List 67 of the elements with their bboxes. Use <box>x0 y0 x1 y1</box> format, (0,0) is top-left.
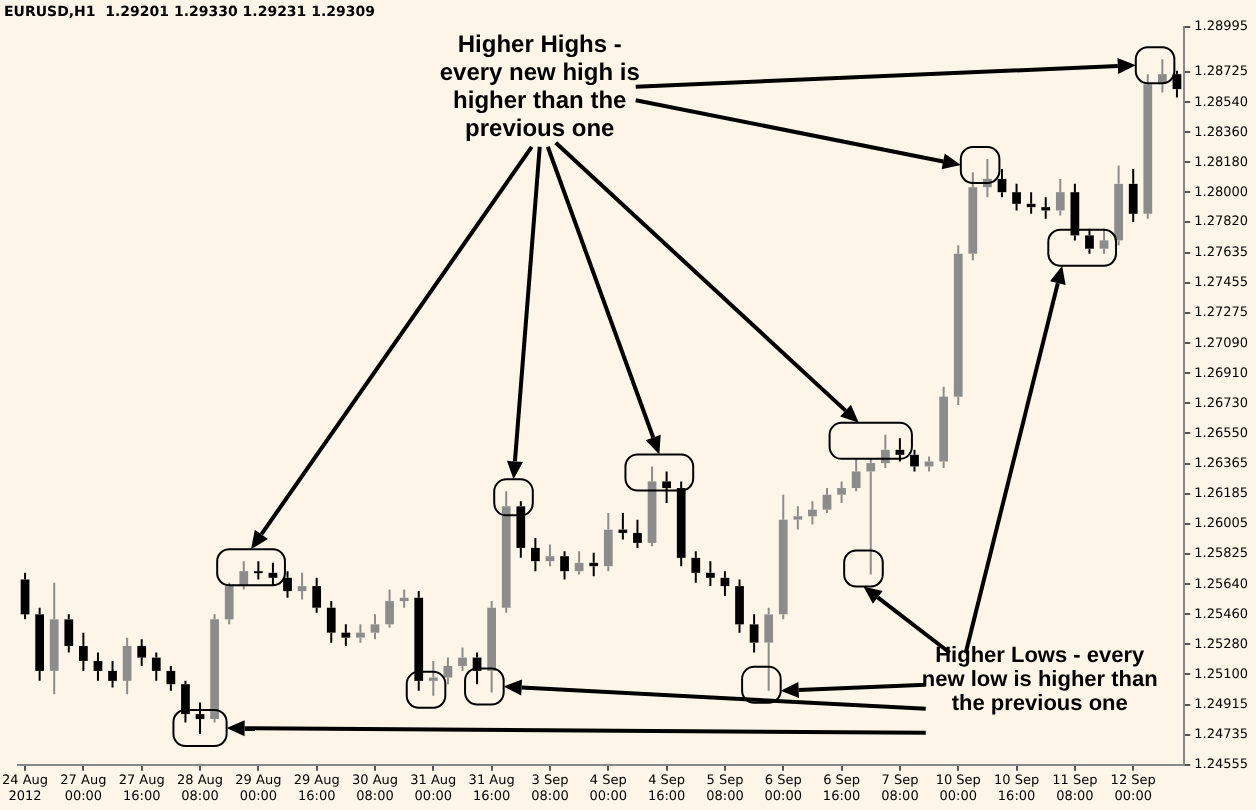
candlestick <box>210 613 219 724</box>
candlestick <box>676 480 686 568</box>
candlestick <box>574 550 584 576</box>
candlestick <box>399 588 409 609</box>
candlestick <box>968 171 978 262</box>
candlestick <box>79 631 88 672</box>
candlestick <box>531 536 540 573</box>
candlestick <box>268 561 278 588</box>
candlestick <box>137 638 147 667</box>
candlestick <box>822 487 832 514</box>
candlestick <box>1055 177 1065 217</box>
candlestick <box>428 659 438 697</box>
candlestick <box>253 560 263 581</box>
candlestick <box>837 480 846 505</box>
candlestick <box>414 590 424 692</box>
candlestick <box>516 500 526 559</box>
candlestick <box>735 578 744 634</box>
candlestick <box>64 613 74 654</box>
candlestick <box>603 511 613 573</box>
annotation: Higher Highs - every new high is higher than the previous one <box>437 30 642 143</box>
candlestick <box>793 505 803 531</box>
candlestick <box>458 646 467 672</box>
candlestick <box>589 551 599 578</box>
candlestick <box>341 623 351 647</box>
candlestick <box>939 385 949 470</box>
candlestick <box>93 651 103 682</box>
candlestick <box>895 437 905 463</box>
candlestick <box>1026 191 1036 215</box>
candlestick <box>326 600 336 644</box>
candlestick <box>443 656 453 686</box>
candlestick <box>356 623 365 644</box>
candlestick <box>662 470 671 505</box>
candlestick <box>924 455 934 473</box>
candlestick <box>487 600 497 694</box>
candlestick <box>195 701 205 736</box>
candlestick <box>151 651 161 682</box>
candlestick <box>560 550 569 581</box>
candlestick <box>122 636 132 696</box>
candlestick <box>545 543 555 568</box>
candlestick <box>35 606 45 682</box>
candlestick <box>691 550 701 584</box>
candlestick <box>953 244 963 406</box>
candlestick <box>764 606 774 692</box>
candlestick <box>166 664 176 692</box>
candlestick <box>1041 196 1051 220</box>
candlestick <box>312 576 322 614</box>
candlestick <box>181 679 190 724</box>
candlestick <box>997 167 1007 199</box>
candlestick <box>910 448 919 473</box>
candlestick <box>1128 167 1138 224</box>
candlestick <box>705 560 715 588</box>
candlestick <box>297 571 307 601</box>
annotation: Higher Lows - every new low is higher than the previous one <box>919 644 1160 717</box>
candlestick <box>633 518 642 549</box>
candlestick <box>283 570 292 599</box>
candlestick <box>1114 164 1123 247</box>
candlestick <box>749 613 759 654</box>
candlestick <box>866 457 876 576</box>
candlestick <box>808 500 817 526</box>
candlestick <box>778 493 788 621</box>
candlestick <box>370 613 380 641</box>
candlestick <box>1012 182 1021 212</box>
candlestick <box>20 571 30 621</box>
candlestick <box>49 581 59 696</box>
candlestick <box>501 490 511 614</box>
candlestick <box>385 588 394 629</box>
candlestick <box>108 659 117 689</box>
